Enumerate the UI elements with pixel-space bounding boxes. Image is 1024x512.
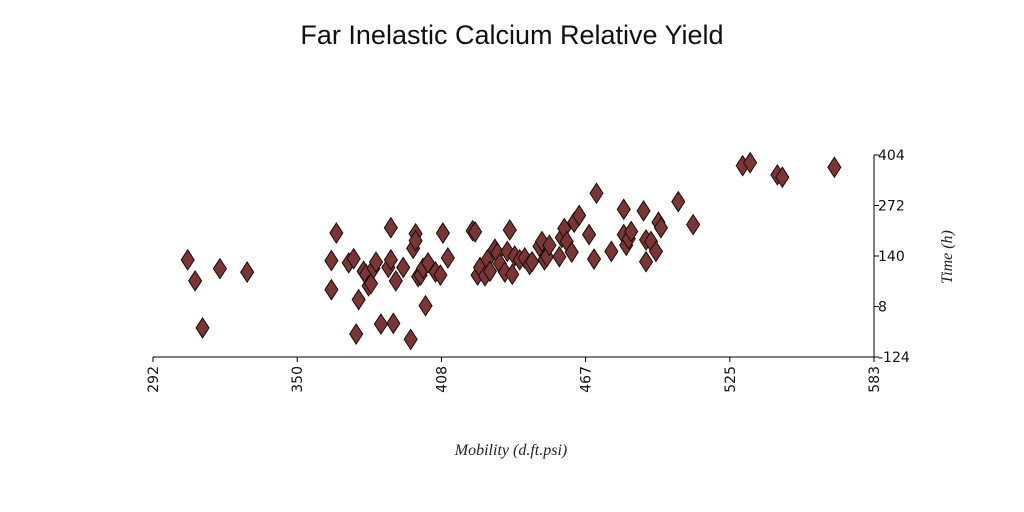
data-point — [502, 219, 517, 241]
y-tick-label: 8 — [878, 300, 887, 316]
data-point — [524, 250, 540, 273]
data-points — [180, 151, 842, 351]
data-point — [329, 222, 344, 244]
data-point — [383, 216, 398, 239]
data-point — [564, 241, 579, 264]
data-point — [482, 260, 498, 283]
data-point — [653, 216, 669, 239]
x-axis-label: Mobility (d.ft.psi) — [454, 442, 567, 459]
data-point — [586, 248, 602, 270]
data-point — [616, 198, 631, 221]
y-axis-label: Time (h) — [939, 230, 956, 284]
data-point — [346, 247, 361, 270]
x-tick-label: 292 — [146, 366, 162, 393]
data-point — [324, 278, 339, 301]
data-point — [638, 250, 654, 273]
data-point — [775, 166, 790, 189]
data-point — [648, 240, 664, 263]
data-point — [435, 222, 450, 244]
data-point — [403, 328, 418, 351]
data-point — [368, 251, 384, 274]
y-tick-label: 272 — [878, 199, 905, 215]
data-point — [636, 199, 651, 222]
data-point — [581, 223, 597, 246]
data-point — [388, 269, 403, 292]
x-tick-label: 350 — [290, 366, 306, 393]
x-tick-label: 583 — [867, 366, 883, 393]
y-tick-label: 404 — [878, 148, 905, 164]
data-point — [827, 156, 842, 179]
data-point — [386, 312, 401, 335]
data-point — [188, 269, 203, 292]
data-point — [572, 204, 587, 227]
axes: 292 350 408 467 525 583 404 272 140 8 -124 — [146, 148, 910, 393]
data-point — [467, 220, 483, 243]
data-point — [324, 249, 339, 272]
data-point — [589, 182, 604, 205]
data-point — [604, 240, 619, 263]
data-point — [418, 294, 433, 317]
data-point — [240, 261, 255, 283]
data-point — [440, 246, 455, 269]
data-point — [624, 220, 639, 243]
y-tick-label: 140 — [878, 249, 905, 265]
data-point — [505, 263, 520, 286]
data-point — [396, 256, 411, 279]
x-tick-label: 408 — [434, 366, 450, 393]
data-point — [408, 229, 423, 252]
data-point — [212, 257, 227, 280]
data-point — [363, 272, 379, 295]
data-point — [383, 248, 398, 271]
data-point — [686, 213, 701, 236]
y-tick-label: -124 — [878, 350, 910, 366]
data-point — [542, 234, 557, 257]
data-point — [349, 323, 364, 345]
data-point — [351, 288, 366, 311]
x-tick-label: 467 — [579, 366, 595, 393]
x-tick-label: 525 — [723, 366, 739, 393]
data-point — [373, 313, 389, 336]
data-point — [743, 151, 758, 174]
data-point — [671, 190, 686, 213]
data-point — [433, 264, 448, 287]
data-point — [195, 317, 210, 339]
data-point — [552, 245, 567, 268]
data-point — [180, 248, 195, 271]
chart-title: Far Inelastic Calcium Relative Yield — [300, 20, 723, 50]
